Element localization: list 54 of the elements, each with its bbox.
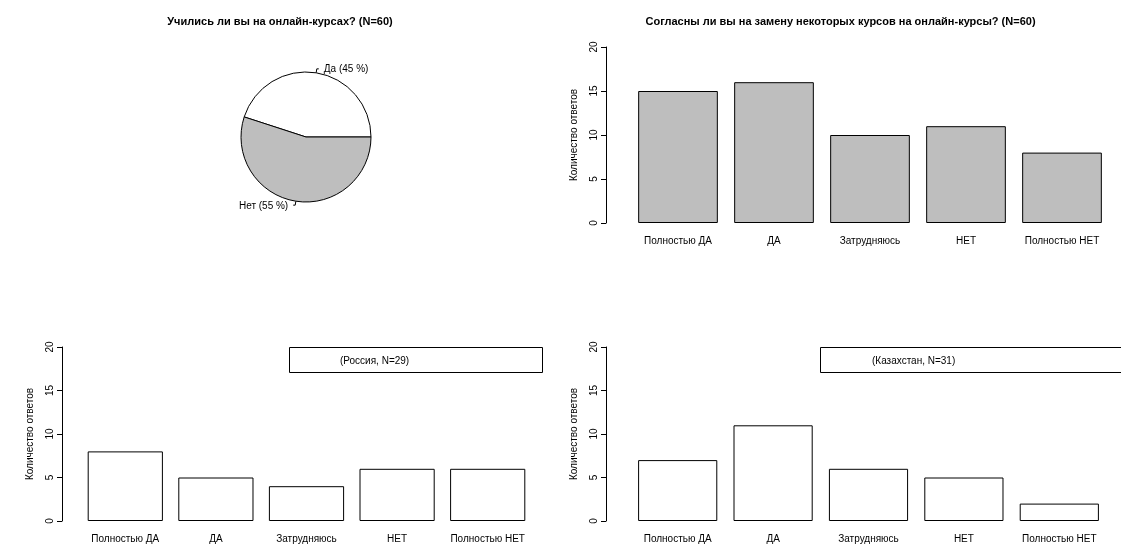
bar xyxy=(1019,503,1099,521)
y-tick-label: 10 xyxy=(43,428,55,440)
y-axis-title: Количество ответов xyxy=(567,88,579,182)
y-axis-title: Количество ответов xyxy=(567,387,579,481)
y-tick-label: 5 xyxy=(587,175,599,182)
bar xyxy=(924,477,1004,521)
x-tick-label: НЕТ xyxy=(387,532,408,544)
annotation: (Казахстан, N=31) xyxy=(872,354,956,366)
y-tick-label: 5 xyxy=(43,474,55,481)
bar xyxy=(268,486,345,521)
y-tick-label: 15 xyxy=(43,384,55,397)
x-tick-label: Полностью НЕТ xyxy=(1022,532,1097,544)
x-tick-label: Полностью ДА xyxy=(644,234,713,246)
x-tick-label: Затрудняюсь xyxy=(839,234,901,246)
x-tick-label: ДА xyxy=(209,532,223,544)
bar xyxy=(828,468,909,521)
y-tick-label: 0 xyxy=(587,517,599,524)
x-tick-label: Полностью ДА xyxy=(91,532,160,544)
bar xyxy=(450,468,526,521)
annotation: (Россия, N=29) xyxy=(340,354,410,366)
y-tick-label: 10 xyxy=(587,129,599,141)
y-tick-label: 20 xyxy=(43,341,55,353)
chart-title: Согласны ли вы на замену некоторых курсов на онлайн-курсы? (N=60) xyxy=(645,14,1036,27)
y-tick-label: 15 xyxy=(587,85,599,97)
x-tick-label: Полностью НЕТ xyxy=(450,532,525,544)
bar xyxy=(734,82,814,223)
x-tick-label: Затрудняюсь xyxy=(838,532,899,544)
bar xyxy=(87,451,163,521)
slice-label: Нет (55 %) xyxy=(238,199,289,211)
x-tick-label: Полностью ДА xyxy=(643,532,712,544)
x-tick-label: ДА xyxy=(767,234,782,246)
x-tick-label: НЕТ xyxy=(953,532,974,544)
x-tick-label: Полностью НЕТ xyxy=(1024,234,1100,246)
y-tick-label: 0 xyxy=(587,219,599,226)
bar xyxy=(1022,152,1102,223)
y-tick-label: 5 xyxy=(587,474,599,481)
x-tick-label: ДА xyxy=(766,532,781,544)
y-tick-label: 15 xyxy=(587,384,599,397)
bar xyxy=(638,91,718,223)
bar xyxy=(178,477,254,521)
bar xyxy=(926,126,1006,223)
x-tick-label: НЕТ xyxy=(956,234,976,246)
y-tick-label: 10 xyxy=(587,428,599,440)
y-tick-label: 0 xyxy=(43,517,55,524)
bar xyxy=(830,135,910,223)
y-tick-label: 20 xyxy=(587,41,599,53)
bar xyxy=(638,460,718,521)
bar xyxy=(733,425,813,521)
y-tick-label: 20 xyxy=(587,341,599,353)
chart-title: Учились ли вы на онлайн-курсах? (N=60) xyxy=(167,14,394,27)
bar xyxy=(359,468,435,521)
x-tick-label: Затрудняюсь xyxy=(276,532,337,544)
slice-label: Да (45 %) xyxy=(323,63,369,75)
y-axis-title: Количество ответов xyxy=(23,387,35,481)
